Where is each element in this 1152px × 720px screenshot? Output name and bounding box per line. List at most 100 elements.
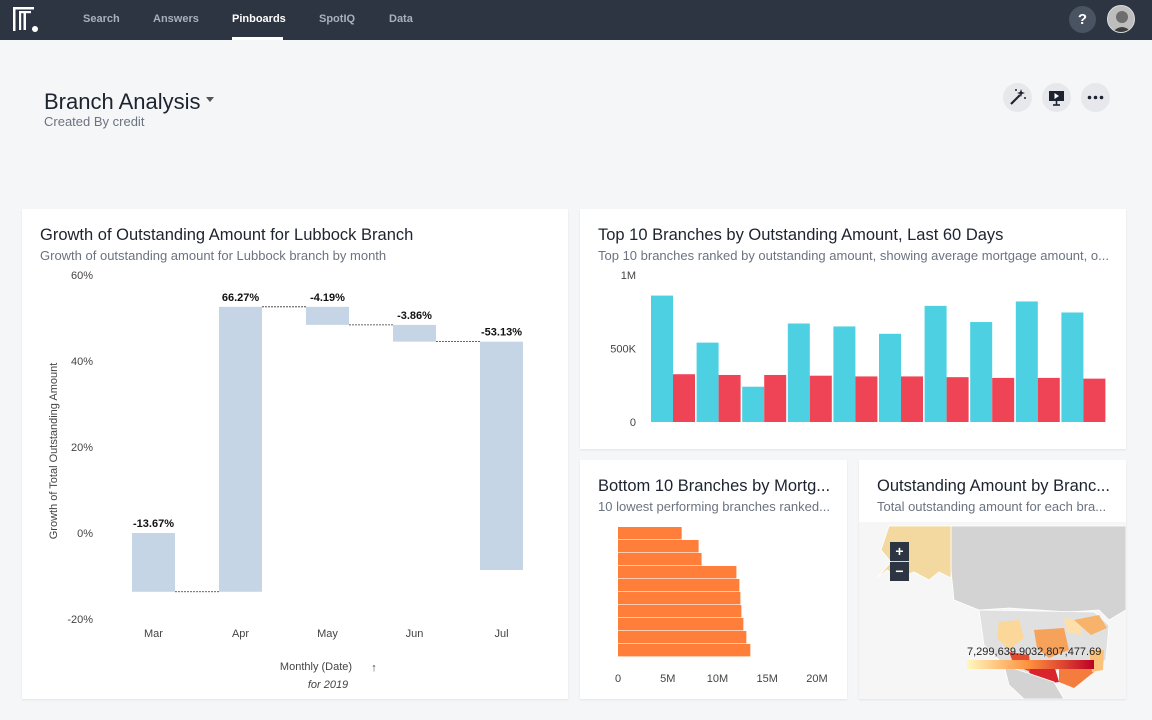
x-axis-subtitle: for 2019: [308, 679, 348, 691]
card-title: Bottom 10 Branches by Mortg...: [598, 477, 831, 495]
bar: [764, 374, 787, 422]
bar: [833, 326, 856, 422]
y-tick-label: 0%: [77, 528, 93, 540]
bar: [651, 295, 673, 422]
nav-pinboards[interactable]: Pinboards: [232, 13, 286, 25]
x-tick-label: Apr: [232, 628, 249, 640]
bar: [809, 375, 832, 422]
waterfall-bar: [132, 533, 175, 592]
card-description: Total outstanding amount for each bra...: [877, 499, 1107, 514]
bar: [901, 376, 923, 422]
top10-card[interactable]: Top 10 Branches by Outstanding Amount, L…: [580, 209, 1126, 449]
nav-answers[interactable]: Answers: [153, 13, 199, 25]
y-tick-label: 0: [630, 417, 636, 429]
top10-bar-chart: 1M 500K 0: [610, 270, 1106, 429]
waterfall-bar: [393, 324, 436, 342]
present-button[interactable]: [1042, 83, 1071, 112]
x-tick-label: 15M: [757, 673, 778, 685]
card-description: 10 lowest performing branches ranked...: [598, 499, 830, 514]
bar: [618, 631, 747, 644]
map-card[interactable]: Outstanding Amount by Branc... Total out…: [859, 460, 1126, 699]
bar: [718, 374, 741, 422]
bar: [618, 540, 699, 553]
zoom-in-button[interactable]: +: [890, 542, 909, 561]
bar: [924, 305, 947, 422]
user-photo-icon: [1108, 6, 1134, 32]
user-avatar[interactable]: [1107, 5, 1135, 33]
x-tick-label: 10M: [707, 673, 728, 685]
data-label: -4.19%: [310, 292, 345, 304]
bar: [1083, 378, 1106, 422]
x-tick-label: Mar: [144, 628, 163, 640]
bar: [618, 553, 702, 566]
waterfall-chart: 60% 40% 20% 0% -20% Growth of Total Outstandi…: [48, 270, 523, 691]
x-tick-label: 0: [615, 673, 621, 685]
map-legend-min: 7,299,639.90: [967, 646, 1032, 658]
top-navigation-bar: Search Answers Pinboards SpotIQ Data ?: [0, 0, 1152, 40]
nav-spotiq[interactable]: SpotIQ: [319, 13, 356, 25]
present-icon: [1049, 91, 1064, 106]
card-title: Top 10 Branches by Outstanding Amount, L…: [598, 226, 1004, 244]
zoom-out-button[interactable]: −: [890, 562, 909, 581]
bar: [696, 342, 719, 422]
pinboard-author: Created By credit: [44, 114, 145, 129]
x-axis-title: Monthly (Date): [280, 661, 352, 673]
waterfall-bar: [219, 306, 262, 592]
bar: [618, 592, 741, 605]
bar: [1037, 377, 1060, 422]
x-tick-label: Jun: [406, 628, 424, 640]
y-tick-label: -20%: [67, 614, 93, 626]
thoughtspot-logo-icon[interactable]: [12, 6, 40, 34]
bar: [970, 322, 993, 422]
bar: [618, 605, 742, 618]
bar: [787, 323, 810, 422]
card-description: Top 10 branches ranked by outstanding am…: [598, 248, 1109, 263]
x-tick-label: 5M: [660, 673, 675, 685]
bar: [618, 527, 682, 540]
x-tick-label: May: [317, 628, 338, 640]
y-tick-label: 60%: [71, 270, 93, 282]
map-legend-max: 32,807,477.69: [1031, 646, 1102, 658]
active-tab-indicator: [232, 37, 283, 40]
help-button[interactable]: ?: [1069, 6, 1096, 33]
x-tick-label: 20M: [806, 673, 827, 685]
data-label: 66.27%: [222, 292, 260, 304]
sort-ascending-icon: ↑: [371, 662, 377, 674]
bar: [855, 376, 878, 422]
x-tick-label: Jul: [494, 628, 508, 640]
bar: [1061, 312, 1084, 422]
y-tick-label: 1M: [621, 270, 636, 282]
bar: [742, 386, 765, 422]
map-legend-gradient: [967, 660, 1094, 669]
y-tick-label: 500K: [610, 344, 636, 356]
more-icon: [1087, 95, 1104, 100]
waterfall-bar: [306, 306, 349, 325]
bar: [1015, 301, 1038, 422]
card-title: Growth of Outstanding Amount for Lubbock…: [40, 226, 414, 244]
data-label: -3.86%: [397, 310, 432, 322]
bar: [618, 618, 744, 631]
chevron-down-icon[interactable]: [206, 97, 214, 102]
y-tick-label: 20%: [71, 442, 93, 454]
y-axis-title: Growth of Total Outstanding Amount: [48, 363, 60, 540]
card-title: Outstanding Amount by Branc...: [877, 477, 1110, 495]
spotiq-analyze-button[interactable]: [1003, 83, 1032, 112]
nav-data[interactable]: Data: [389, 13, 413, 25]
bottom10-card[interactable]: Bottom 10 Branches by Mortg... 10 lowest…: [580, 460, 847, 699]
magic-wand-icon: [1010, 89, 1026, 105]
data-label: -53.13%: [481, 327, 522, 339]
bottom10-bar-chart: 0 5M 10M 15M 20M: [615, 527, 828, 685]
nav-search[interactable]: Search: [83, 13, 120, 25]
waterfall-bar: [480, 341, 523, 570]
data-label: -13.67%: [133, 518, 174, 530]
bar: [618, 644, 751, 657]
y-tick-label: 40%: [71, 356, 93, 368]
bar: [879, 333, 901, 422]
bar: [618, 579, 740, 592]
pinboard-title[interactable]: Branch Analysis: [44, 89, 201, 114]
bar: [992, 377, 1015, 422]
waterfall-card[interactable]: Growth of Outstanding Amount for Lubbock…: [22, 209, 568, 699]
more-options-button[interactable]: [1081, 83, 1110, 112]
card-description: Growth of outstanding amount for Lubbock…: [40, 248, 387, 263]
bar: [946, 377, 969, 422]
